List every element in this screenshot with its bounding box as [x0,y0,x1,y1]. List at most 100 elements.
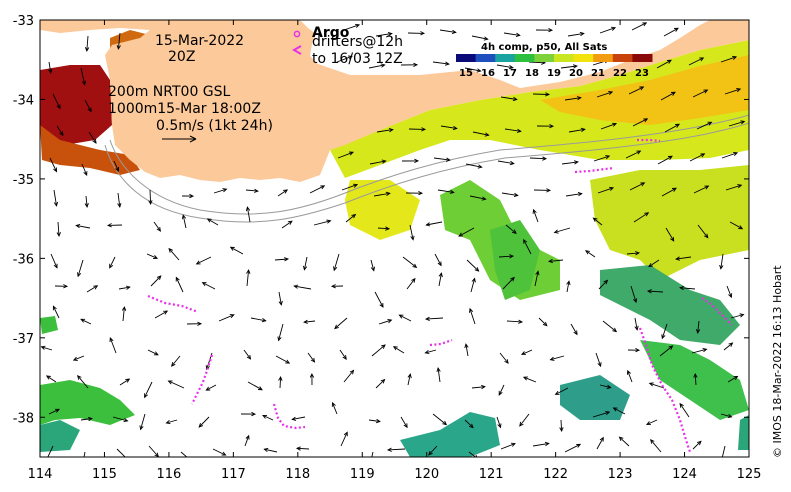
x-tick-label: 114 [28,467,53,482]
current-arrow [77,259,84,278]
x-tick-label: 121 [479,467,504,482]
current-arrow [83,451,86,457]
current-arrow [313,219,332,226]
current-arrow [599,384,612,389]
current-arrow [496,64,514,70]
current-arrow [498,384,505,396]
colorbar-swatch [612,54,633,62]
current-arrow [665,227,675,242]
sst-patch-south-green [490,220,540,300]
current-arrow [498,254,515,259]
product-line-1: 200m NRT00 GSL [108,84,231,100]
current-arrow [570,323,578,336]
current-arrow [599,26,617,34]
current-arrow [630,285,638,304]
sst-patch-south-teal [400,412,500,457]
current-arrow [139,413,146,431]
sst-patch-west-green [40,316,58,334]
colorbar-swatch [554,54,575,62]
current-arrow [263,447,278,453]
current-arrow [632,118,649,127]
current-arrow [596,436,604,450]
current-arrow [275,355,291,364]
current-arrow [218,314,235,322]
current-arrow [375,378,386,389]
current-arrow [564,96,582,101]
current-arrow [661,187,677,197]
current-arrow [533,188,552,193]
current-arrow [725,184,743,191]
current-arrow [106,223,123,228]
current-arrow [726,285,733,299]
current-arrow [148,189,153,206]
current-arrow [626,251,641,256]
current-arrow [675,256,692,261]
current-arrow [657,155,673,165]
current-arrow [625,150,642,159]
current-arrow [720,55,738,63]
current-arrow [339,349,347,360]
current-arrow [597,186,615,194]
current-arrow [293,284,312,290]
current-arrow [50,253,58,269]
current-arrow [343,23,361,31]
current-arrow [592,411,611,418]
current-arrow [471,384,486,390]
current-arrow [330,284,344,289]
current-arrow [278,291,283,306]
current-arrow [119,378,131,386]
current-arrow [407,31,426,36]
current-arrow [602,320,618,333]
current-arrow [278,375,283,389]
current-arrow [631,22,648,31]
current-arrow [376,127,394,133]
current-arrow [502,276,515,290]
current-arrow [195,256,212,265]
current-arrow [375,31,393,37]
current-arrow [213,188,228,194]
current-arrow [262,414,274,421]
current-arrow [432,61,450,66]
colorbar-tick-label: 17 [503,68,517,79]
current-arrow [206,218,219,226]
current-arrow [534,270,540,287]
land [40,20,749,182]
current-arrow [593,155,611,162]
current-arrow [84,35,90,53]
current-arrow [407,373,412,386]
current-arrow [500,96,518,102]
current-arrow [696,121,713,130]
current-arrow [727,375,739,383]
current-arrow [86,285,99,293]
current-arrow [692,89,709,98]
x-tick-label: 122 [543,467,568,482]
current-arrow [438,272,443,287]
drifter-tracks [147,138,733,453]
current-arrow [592,217,603,226]
current-arrow [548,258,564,264]
current-arrow [691,348,708,354]
current-arrow [645,419,658,426]
current-arrow [721,445,726,457]
current-arrow [337,151,354,159]
current-arrow [500,442,516,450]
drifter-track-2 [191,354,214,405]
current-arrow [54,284,69,289]
current-arrow [369,159,387,165]
argo-label: Argo [312,25,350,41]
current-arrow [600,122,618,130]
sst-patch-sw-green [40,380,135,425]
current-arrow [244,434,250,447]
current-arrow [503,32,521,38]
current-arrow [309,185,326,194]
current-arrow [721,151,739,159]
current-arrow [229,246,244,255]
current-arrow [458,227,475,237]
current-arrow [291,416,306,421]
current-arrow [116,32,121,50]
current-arrow [559,419,564,433]
current-arrow [52,93,61,110]
current-arrow [633,212,650,223]
current-arrow [469,307,476,325]
colorbar-tick-label: 23 [635,68,649,79]
